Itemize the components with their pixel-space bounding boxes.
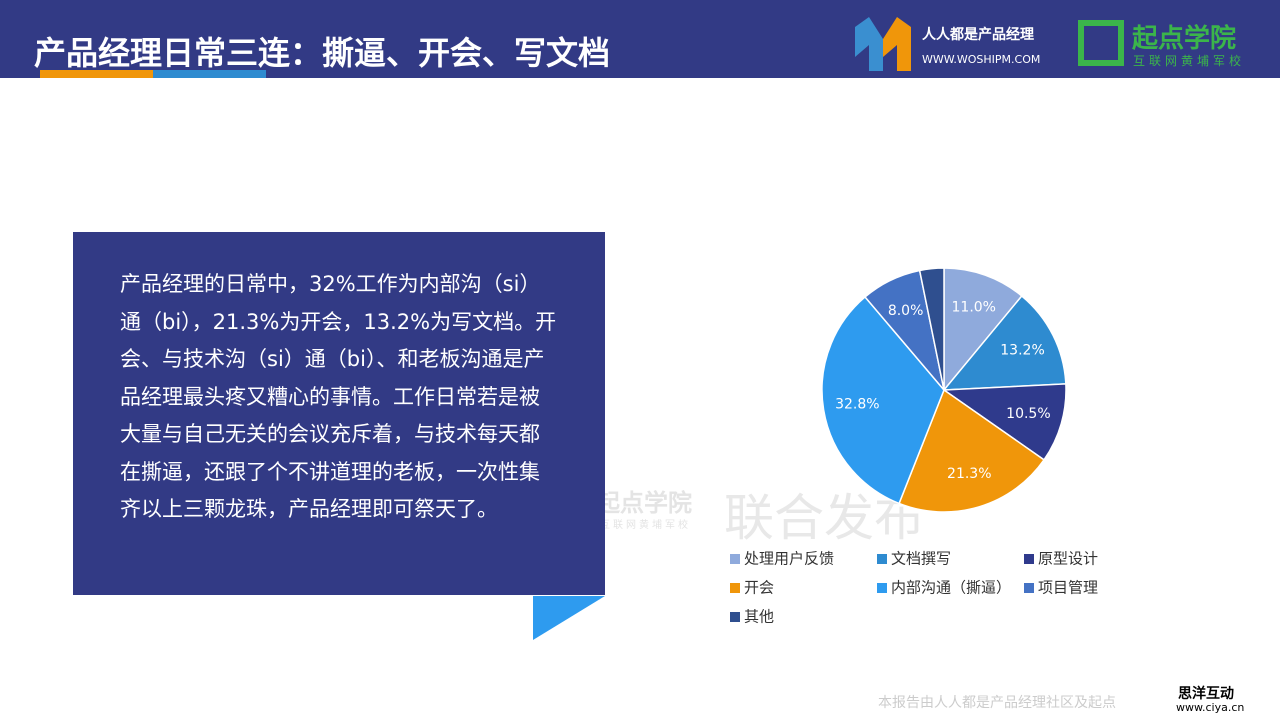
pie-slice	[942, 294, 1067, 391]
slice-label: 8.0%	[888, 303, 924, 319]
brand-name: 人人都是产品经理	[922, 27, 1034, 43]
corner-name: 思洋互动	[1178, 686, 1234, 702]
slice-label: 21.3%	[947, 466, 991, 482]
slice-label: 10.5%	[1006, 406, 1050, 422]
legend-swatch	[730, 583, 740, 593]
title-underline	[153, 70, 266, 78]
legend-label: 原型设计	[1038, 550, 1098, 568]
legend-label: 其他	[744, 608, 774, 626]
slice-label: 13.2%	[1000, 343, 1044, 359]
legend-label: 开会	[744, 579, 774, 597]
slice-label: 32.8%	[835, 396, 879, 412]
pie-slice	[918, 267, 945, 391]
slice-label: 11.0%	[952, 299, 996, 315]
corner-url: www.ciya.cn	[1176, 701, 1245, 714]
school-slogan: 互联网黄埔军校	[1133, 54, 1246, 68]
legend-label: 内部沟通（撕逼）	[891, 579, 1011, 597]
pie-slice	[941, 383, 1067, 461]
header-bar	[0, 0, 1280, 78]
watermark: 互联网黄埔军校	[600, 520, 691, 531]
pie-slice	[821, 295, 945, 505]
legend-swatch	[1024, 583, 1034, 593]
footer-note: 本报告由人人都是产品经理社区及起点	[878, 695, 1116, 711]
watermark: 起点学院	[596, 489, 692, 517]
corner-triangle	[533, 596, 605, 640]
legend-label: 处理用户反馈	[744, 550, 834, 568]
pie-slice	[943, 267, 1023, 393]
legend-swatch	[877, 583, 887, 593]
legend-label: 项目管理	[1038, 579, 1098, 597]
school-logo	[1078, 20, 1124, 66]
legend-swatch	[730, 612, 740, 622]
paragraph: 产品经理的日常中，32%工作为内部沟（si）通（bi），21.3%为开会，13.…	[120, 272, 557, 521]
brand-url: WWW.WOSHIPM.COM	[922, 53, 1041, 66]
legend-label: 文档撰写	[891, 550, 951, 568]
title: 产品经理日常三连：撕逼、开会、写文档	[34, 34, 611, 72]
legend-swatch	[877, 554, 887, 564]
school-name: 起点学院	[1132, 24, 1237, 54]
pie-slice	[898, 388, 1046, 513]
brand-logo	[855, 17, 911, 71]
text-box	[73, 232, 605, 595]
legend-swatch	[730, 554, 740, 564]
legend-swatch	[1024, 554, 1034, 564]
title-underline	[40, 70, 153, 78]
